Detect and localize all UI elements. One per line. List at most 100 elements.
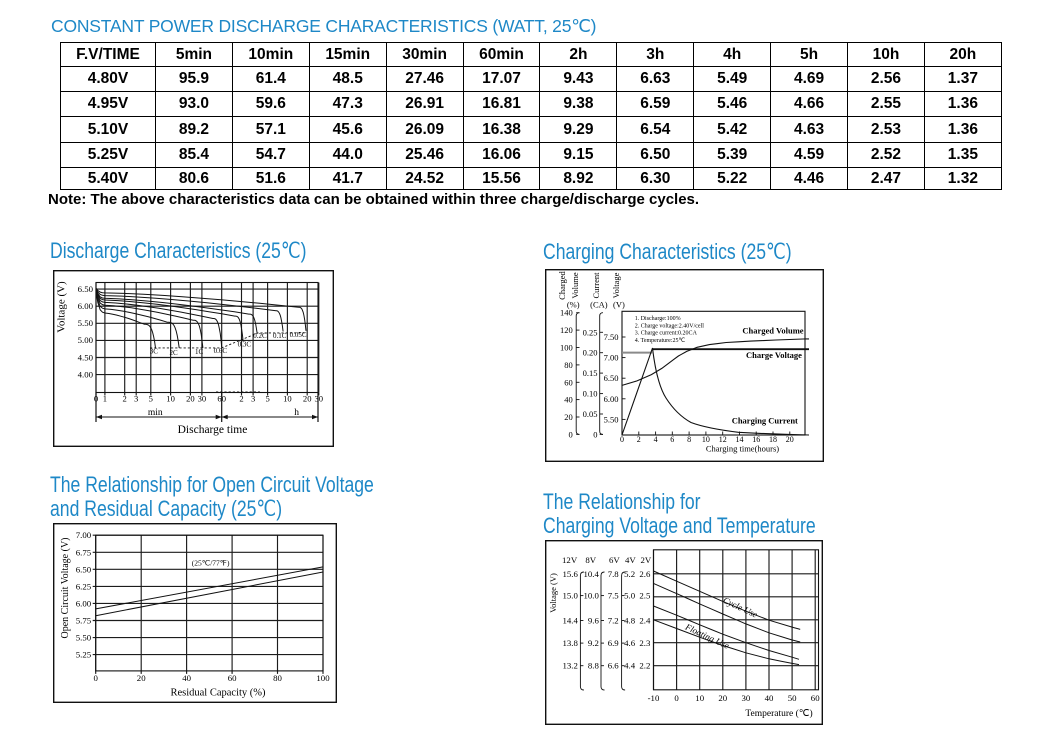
svg-text:14: 14 <box>736 435 744 444</box>
svg-text:2C: 2C <box>170 349 179 357</box>
svg-text:4.4: 4.4 <box>624 661 636 671</box>
svg-text:9.6: 9.6 <box>588 616 600 626</box>
svg-text:2V: 2V <box>641 555 652 565</box>
svg-text:2.6: 2.6 <box>639 569 651 579</box>
svg-text:30: 30 <box>315 394 324 404</box>
svg-text:4: 4 <box>654 435 658 444</box>
svg-text:5.0: 5.0 <box>624 591 636 601</box>
svg-text:0: 0 <box>620 435 624 444</box>
svg-text:Temperature (℃): Temperature (℃) <box>745 708 812 719</box>
svg-text:7.5: 7.5 <box>608 591 620 601</box>
svg-text:8.8: 8.8 <box>588 661 600 671</box>
svg-text:8: 8 <box>687 435 691 444</box>
svg-text:0.10: 0.10 <box>583 389 598 399</box>
svg-text:7.00: 7.00 <box>604 353 619 363</box>
svg-text:5: 5 <box>149 394 153 404</box>
svg-text:1: 1 <box>103 394 107 404</box>
svg-text:4.00: 4.00 <box>78 369 94 379</box>
svg-text:40: 40 <box>182 673 191 683</box>
svg-text:9.2: 9.2 <box>588 638 599 648</box>
svg-text:13.8: 13.8 <box>562 638 578 648</box>
svg-text:40: 40 <box>765 693 774 703</box>
svg-text:3C: 3C <box>150 348 159 356</box>
svg-text:0.05: 0.05 <box>583 409 598 419</box>
svg-text:20: 20 <box>303 394 312 404</box>
svg-text:18: 18 <box>769 435 777 444</box>
svg-text:6.50: 6.50 <box>78 284 94 294</box>
svg-text:5.50: 5.50 <box>604 414 619 424</box>
svg-text:Charging Current: Charging Current <box>732 416 798 426</box>
svg-text:8V: 8V <box>585 555 596 565</box>
svg-text:20: 20 <box>137 673 146 683</box>
svg-text:4.6: 4.6 <box>624 638 636 648</box>
svg-text:2. Charge voltage:2.40V/cell: 2. Charge voltage:2.40V/cell <box>635 323 705 329</box>
svg-text:Charge Voltage: Charge Voltage <box>746 350 802 360</box>
svg-text:6.25: 6.25 <box>76 581 92 591</box>
svg-text:100: 100 <box>316 673 330 683</box>
svg-text:10: 10 <box>702 435 710 444</box>
svg-text:4. Temperature:25℃: 4. Temperature:25℃ <box>635 338 686 344</box>
svg-text:7.8: 7.8 <box>608 569 620 579</box>
svg-text:(V): (V) <box>613 300 625 310</box>
svg-text:min: min <box>148 408 163 418</box>
svg-text:1. Discharge:100%: 1. Discharge:100% <box>635 316 681 322</box>
svg-text:2: 2 <box>637 435 641 444</box>
svg-text:Discharge time: Discharge time <box>178 424 248 436</box>
svg-text:Charged: Charged <box>557 270 567 299</box>
svg-text:6.9: 6.9 <box>608 638 620 648</box>
svg-text:Voltage: Voltage <box>611 272 621 298</box>
svg-text:6.50: 6.50 <box>76 564 92 574</box>
svg-text:h: h <box>294 408 299 418</box>
svg-text:5.50: 5.50 <box>78 318 94 328</box>
svg-text:5.00: 5.00 <box>78 335 94 345</box>
svg-text:30: 30 <box>198 394 207 404</box>
svg-text:80: 80 <box>564 360 573 370</box>
svg-text:10: 10 <box>695 693 704 703</box>
svg-text:12V: 12V <box>562 555 578 565</box>
svg-text:10: 10 <box>283 394 292 404</box>
svg-text:120: 120 <box>560 325 573 335</box>
svg-text:5.75: 5.75 <box>76 616 92 626</box>
svg-text:50: 50 <box>788 693 797 703</box>
svg-text:40: 40 <box>564 395 573 405</box>
svg-text:2.2: 2.2 <box>639 661 650 671</box>
svg-text:6.00: 6.00 <box>78 301 94 311</box>
svg-text:14.4: 14.4 <box>562 616 578 626</box>
svg-text:60: 60 <box>564 377 573 387</box>
svg-text:20: 20 <box>564 412 573 422</box>
svg-text:Current: Current <box>591 272 601 299</box>
svg-text:0.1C: 0.1C <box>273 332 287 340</box>
svg-text:2.3: 2.3 <box>639 638 651 648</box>
svg-text:60: 60 <box>811 693 820 703</box>
svg-text:0.3C: 0.3C <box>238 340 252 348</box>
svg-text:Voltage (V): Voltage (V) <box>548 573 558 613</box>
svg-text:6: 6 <box>670 435 674 444</box>
svg-text:3. Charge current:0.20CA: 3. Charge current:0.20CA <box>635 331 698 337</box>
svg-text:6V: 6V <box>609 555 620 565</box>
svg-text:7.00: 7.00 <box>76 530 92 540</box>
svg-text:10.0: 10.0 <box>583 591 599 601</box>
svg-text:30: 30 <box>742 693 751 703</box>
svg-text:0.25: 0.25 <box>583 327 598 337</box>
svg-text:5.50: 5.50 <box>76 633 92 643</box>
svg-text:7.2: 7.2 <box>608 616 619 626</box>
svg-text:Residual Capacity (%): Residual Capacity (%) <box>170 688 266 699</box>
svg-text:15.0: 15.0 <box>562 591 578 601</box>
svg-text:0: 0 <box>593 429 597 439</box>
svg-text:16: 16 <box>752 435 760 444</box>
svg-text:Floating Use: Floating Use <box>683 621 731 650</box>
svg-text:4.50: 4.50 <box>78 352 94 362</box>
svg-text:Volume: Volume <box>570 272 580 299</box>
svg-text:0.20: 0.20 <box>583 348 598 358</box>
svg-text:0: 0 <box>674 693 679 703</box>
svg-text:3: 3 <box>251 394 255 404</box>
svg-text:6.50: 6.50 <box>604 373 619 383</box>
svg-text:(CA): (CA) <box>590 300 608 310</box>
svg-text:0.6C: 0.6C <box>214 347 228 355</box>
svg-text:2: 2 <box>239 394 243 404</box>
svg-text:1C: 1C <box>195 348 204 356</box>
svg-text:2.4: 2.4 <box>639 616 651 626</box>
svg-text:(25℃/77℉): (25℃/77℉) <box>192 558 230 567</box>
svg-text:-10: -10 <box>648 693 660 703</box>
svg-text:2: 2 <box>123 394 127 404</box>
